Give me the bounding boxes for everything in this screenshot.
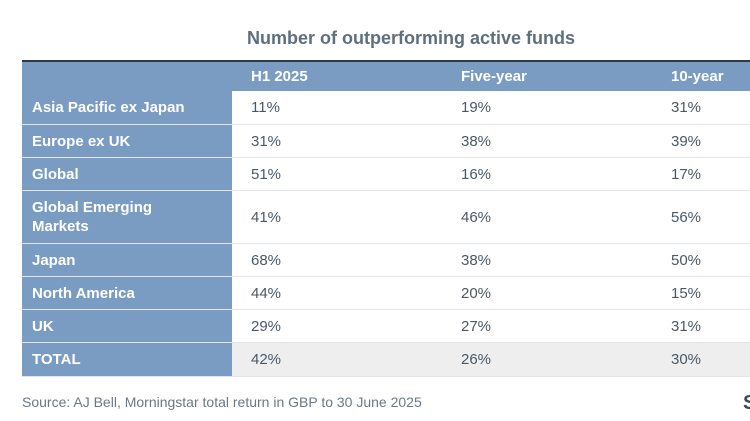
value-cell-ten-year: 31% <box>652 91 750 124</box>
value-cell-ten-year: 39% <box>652 125 750 157</box>
value-cell-five-year: 38% <box>442 244 652 276</box>
value-cell-five-year: 27% <box>442 310 652 342</box>
value-cell-five-year: 38% <box>442 125 652 157</box>
value-cell-ten-year: 31% <box>652 310 750 342</box>
value-cell-h1-2025: 31% <box>232 125 442 157</box>
header-cell-label <box>22 62 232 91</box>
table-row: Japan 68% 38% 50% <box>22 244 750 277</box>
value-cell-ten-year: 30% <box>652 343 750 376</box>
row-label: Europe ex UK <box>22 125 232 157</box>
source-note: Source: AJ Bell, Morningstar total retur… <box>22 394 422 410</box>
table-row: Asia Pacific ex Japan 11% 19% 31% <box>22 91 750 125</box>
value-cell-h1-2025: 41% <box>232 191 442 243</box>
row-label: TOTAL <box>22 343 232 376</box>
value-cell-h1-2025: 29% <box>232 310 442 342</box>
value-cell-ten-year: 15% <box>652 277 750 309</box>
value-cell-h1-2025: 11% <box>232 91 442 124</box>
table-body: Asia Pacific ex Japan 11% 19% 31% Europe ex … <box>22 91 750 377</box>
row-label: Global Emerging Markets <box>22 191 232 243</box>
value-cell-five-year: 19% <box>442 91 652 124</box>
header-cell-ten-year: 10-year <box>671 68 724 85</box>
outperformance-table: H1 2025 Five-year 10-year Asia Pacific e… <box>22 60 750 377</box>
table-row: Global 51% 16% 17% <box>22 158 750 191</box>
value-cell-five-year: 20% <box>442 277 652 309</box>
row-label: Global <box>22 158 232 190</box>
value-cell-five-year: 16% <box>442 158 652 190</box>
row-label: North America <box>22 277 232 309</box>
row-label: Asia Pacific ex Japan <box>22 91 232 124</box>
table-row: Global Emerging Markets 41% 46% 56% <box>22 191 750 244</box>
table-row: UK 29% 27% 31% <box>22 310 750 343</box>
header-cell-h1-2025: H1 2025 <box>251 68 308 85</box>
header-cell-five-year: Five-year <box>461 68 527 85</box>
table-title: Number of outperforming active funds <box>246 28 576 48</box>
table-header-row: H1 2025 Five-year 10-year <box>22 62 750 91</box>
value-cell-ten-year: 56% <box>652 191 750 243</box>
value-cell-five-year: 46% <box>442 191 652 243</box>
value-cell-h1-2025: 68% <box>232 244 442 276</box>
row-label: Japan <box>22 244 232 276</box>
table-row: Europe ex UK 31% 38% 39% <box>22 125 750 158</box>
brand-logo-fragment: S <box>743 392 750 412</box>
value-cell-ten-year: 50% <box>652 244 750 276</box>
value-cell-five-year: 26% <box>442 343 652 376</box>
value-cell-h1-2025: 51% <box>232 158 442 190</box>
table-row: North America 44% 20% 15% <box>22 277 750 310</box>
table-total-row: TOTAL 42% 26% 30% <box>22 343 750 377</box>
row-label: UK <box>22 310 232 342</box>
value-cell-ten-year: 17% <box>652 158 750 190</box>
value-cell-h1-2025: 44% <box>232 277 442 309</box>
value-cell-h1-2025: 42% <box>232 343 442 376</box>
